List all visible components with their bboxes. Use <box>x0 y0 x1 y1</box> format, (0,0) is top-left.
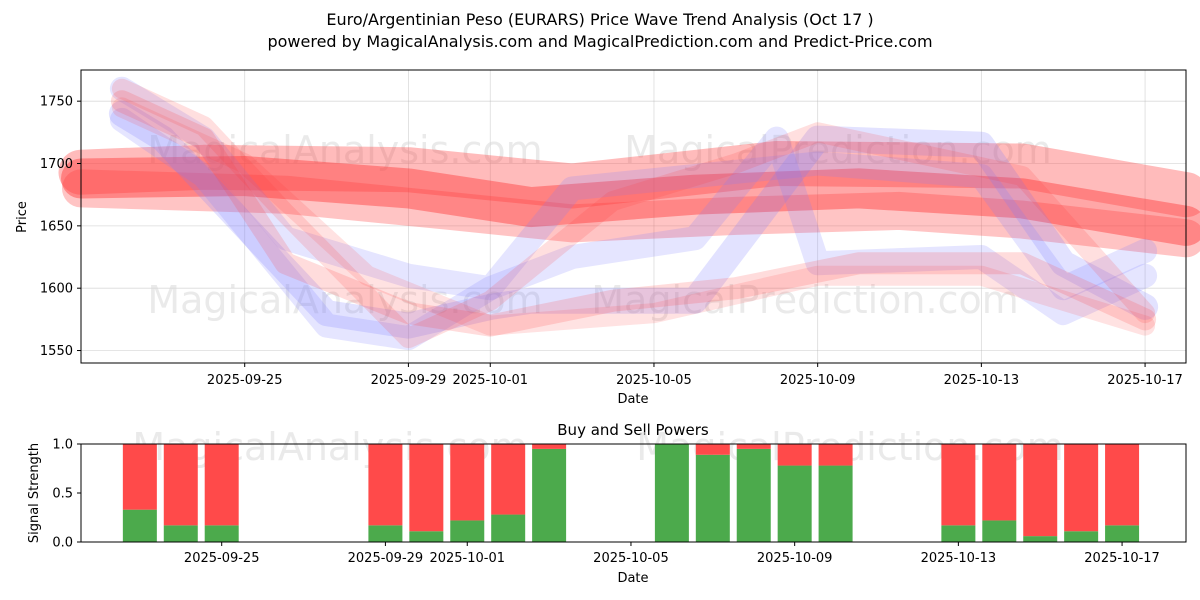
sell-bar <box>450 444 485 521</box>
price-plot-area <box>81 70 1186 363</box>
sell-bar <box>818 444 853 466</box>
price-panel: MagicalAnalysis.com MagicalPrediction.co… <box>15 69 1200 407</box>
buy-bar <box>532 448 567 542</box>
signal-y-tick-label: 1.0 <box>52 438 73 453</box>
signal-x-tick-label: 2025-10-17 <box>1084 551 1160 566</box>
signal-y-ticks: 0.0 0.5 1.0 <box>52 438 81 551</box>
signal-x-axis-label: Date <box>617 571 648 586</box>
price-series-wave-red-2 <box>61 156 1200 246</box>
price-x-axis-label: Date <box>617 392 648 407</box>
buy-bar <box>122 509 157 542</box>
chart-title: Euro/Argentinian Peso (EURARS) Price Wav… <box>326 10 873 29</box>
watermark-right-2: MagicalPrediction.com <box>591 278 1019 322</box>
buy-bar <box>654 444 689 542</box>
signal-x-tick-label: 2025-10-05 <box>593 551 669 566</box>
buy-bar <box>163 525 198 542</box>
price-plot-frame <box>80 69 1187 364</box>
buy-bar <box>818 465 853 542</box>
watermark-right: MagicalPrediction.com <box>624 128 1052 172</box>
price-grid <box>81 70 1186 363</box>
price-x-tick-label: 2025-10-01 <box>452 373 528 388</box>
watermark-left-2: MagicalAnalysis.com <box>147 278 542 322</box>
price-series-wave-red-1 <box>58 141 1200 218</box>
price-series-wave-pink-1 <box>110 90 1157 337</box>
signal-bars <box>122 444 1140 542</box>
price-series-wave-red-3 <box>62 169 1200 258</box>
buy-bar <box>1023 536 1058 542</box>
sell-bar <box>736 444 771 449</box>
buy-bar <box>941 525 976 542</box>
price-series-wave-blue-3 <box>109 107 1158 351</box>
buy-bar <box>450 520 485 542</box>
price-x-tick-label: 2025-10-13 <box>944 373 1020 388</box>
sell-bar <box>777 444 812 466</box>
signal-x-tick-label: 2025-10-13 <box>921 551 997 566</box>
buy-bar <box>1105 525 1140 542</box>
buy-bar <box>982 520 1017 542</box>
buy-bar <box>777 465 812 542</box>
price-x-tick-label: 2025-10-17 <box>1107 373 1183 388</box>
sell-bar <box>163 444 198 526</box>
buy-bar <box>204 525 239 542</box>
price-x-ticks: 2025-09-25 2025-09-29 2025-10-01 2025-10-05… <box>207 363 1183 388</box>
price-y-tick-label: 1700 <box>40 157 73 172</box>
buy-bar <box>491 514 526 542</box>
sell-bar <box>122 444 157 510</box>
price-y-tick-label: 1650 <box>40 219 73 234</box>
price-y-tick-label: 1550 <box>40 344 73 359</box>
price-series-wave-blue-2 <box>109 76 1158 301</box>
signal-panel: Buy and Sell Powers MagicalAnalysis.com … <box>27 421 1187 586</box>
signal-y-tick-label: 0.5 <box>52 487 73 502</box>
price-series-wave-pink-2 <box>111 78 1156 349</box>
signal-panel-title: Buy and Sell Powers <box>557 421 709 439</box>
buy-bar <box>736 448 771 542</box>
price-x-tick-label: 2025-09-29 <box>371 373 447 388</box>
sell-bar <box>368 444 403 526</box>
price-x-tick-label: 2025-10-09 <box>780 373 856 388</box>
sell-bar <box>409 444 444 532</box>
price-series-wave-blue-1 <box>108 100 1159 339</box>
buy-bar <box>368 525 403 542</box>
sell-bar <box>204 444 239 526</box>
sell-bar <box>491 444 526 515</box>
sell-bar <box>941 444 976 526</box>
chart-subtitle: powered by MagicalAnalysis.com and Magic… <box>267 32 932 51</box>
price-y-tick-label: 1600 <box>40 282 73 297</box>
watermark-left: MagicalAnalysis.com <box>147 128 542 172</box>
signal-x-tick-label: 2025-09-29 <box>348 551 424 566</box>
signal-y-tick-label: 0.0 <box>52 536 73 551</box>
sell-bar <box>982 444 1017 521</box>
price-y-axis-label: Price <box>15 201 30 233</box>
buy-bar <box>409 531 444 542</box>
signal-x-tick-label: 2025-10-09 <box>757 551 833 566</box>
price-y-tick-label: 1750 <box>40 95 73 110</box>
buy-bar <box>695 454 730 542</box>
sell-bar <box>1064 444 1099 532</box>
price-x-tick-label: 2025-10-05 <box>616 373 692 388</box>
price-series-wave-pink-3 <box>111 97 1156 336</box>
price-series <box>58 76 1200 351</box>
signal-x-ticks: 2025-09-25 2025-09-29 2025-10-01 2025-10-05… <box>184 542 1160 566</box>
sell-bar <box>1105 444 1140 526</box>
signal-x-tick-label: 2025-09-25 <box>184 551 260 566</box>
sell-bar <box>1023 444 1058 537</box>
sell-bar <box>695 444 730 455</box>
price-x-tick-label: 2025-09-25 <box>207 373 283 388</box>
buy-bar <box>1064 531 1099 542</box>
signal-y-axis-label: Signal Strength <box>27 443 42 543</box>
signal-x-tick-label: 2025-10-01 <box>429 551 505 566</box>
sell-bar <box>532 444 567 449</box>
price-y-ticks: 1550 1600 1650 1700 1750 <box>40 95 81 359</box>
